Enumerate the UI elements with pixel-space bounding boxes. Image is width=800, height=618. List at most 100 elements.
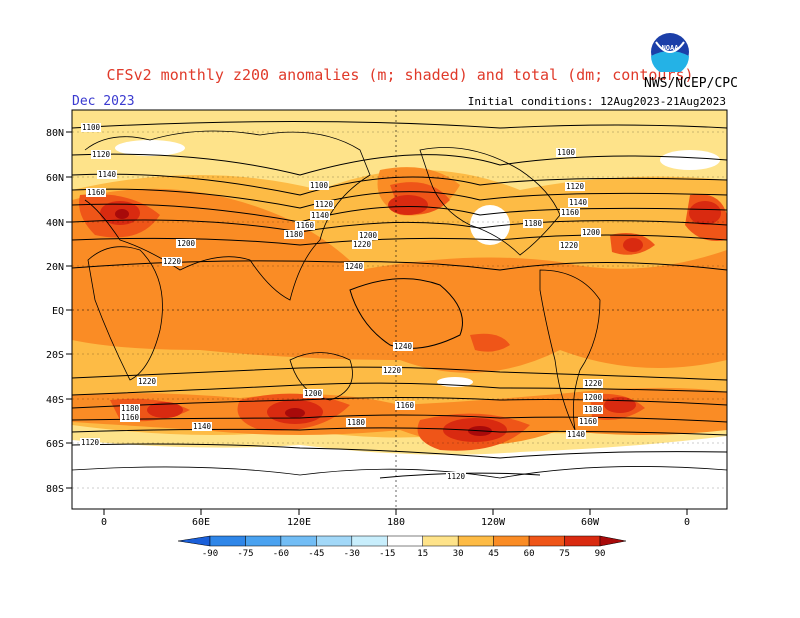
svg-text:1140: 1140 (311, 211, 330, 220)
contour-label: 1180 (583, 405, 603, 414)
svg-text:1120: 1120 (92, 150, 111, 159)
colorbar: -90 -75 -60 -45 -30 -15 15 30 45 60 75 90 (177, 535, 627, 559)
colorbar-swatch (493, 535, 530, 547)
colorbar-tick-label: 75 (559, 549, 570, 559)
svg-text:1140: 1140 (193, 422, 212, 431)
contour-label: 1220 (559, 241, 579, 250)
contour-label: 1160 (86, 188, 106, 197)
svg-text:1160: 1160 (296, 221, 315, 230)
colorbar-tick-label: -30 (344, 549, 360, 559)
contour-label: 1220 (352, 240, 372, 249)
svg-text:1180: 1180 (121, 404, 140, 413)
colorbar-swatch (280, 535, 317, 547)
lon-label: 120W (481, 517, 506, 528)
lat-label: EQ (52, 306, 64, 317)
colorbar-tick-label: -45 (308, 549, 324, 559)
contour-label: 1120 (314, 200, 334, 209)
height-contours (72, 121, 727, 479)
lat-label: 60S (46, 439, 64, 450)
svg-text:1160: 1160 (121, 413, 140, 422)
lat-label: 60N (46, 173, 64, 184)
logo-text: NOAA (662, 44, 680, 52)
contour-label: 1120 (565, 182, 585, 191)
svg-text:1160: 1160 (396, 401, 415, 410)
contour-label: 1120 (446, 472, 466, 481)
contour-label: 1100 (81, 123, 101, 132)
lat-label: 40N (46, 218, 64, 229)
colorbar-tick-label: -90 (202, 549, 218, 559)
contour-label: 1160 (120, 413, 140, 422)
svg-text:1160: 1160 (87, 188, 106, 197)
contour-label: 1220 (382, 366, 402, 375)
svg-text:1200: 1200 (359, 231, 378, 240)
lat-label: 80S (46, 484, 64, 495)
svg-text:1100: 1100 (310, 181, 329, 190)
colorbar-swatch (245, 535, 282, 547)
noaa-logo: NOAA (651, 33, 689, 72)
contour-label: 1140 (568, 198, 588, 207)
colorbar-swatch (564, 535, 601, 547)
colorbar-swatch (351, 535, 388, 547)
lon-label: 60W (581, 517, 600, 528)
svg-text:1160: 1160 (579, 417, 598, 426)
svg-text:1240: 1240 (345, 262, 364, 271)
svg-text:1180: 1180 (584, 405, 603, 414)
contour-label: 1160 (295, 221, 315, 230)
contour-label: 1220 (137, 377, 157, 386)
colorbar-tick-label: 90 (595, 549, 606, 559)
lat-label: 80N (46, 128, 64, 139)
svg-text:1220: 1220 (353, 240, 372, 249)
colorbar-tick-label: -75 (237, 549, 253, 559)
contour-label: 1180 (523, 219, 543, 228)
contour-label: 1200 (581, 228, 601, 237)
axis-ticks (66, 131, 688, 515)
svg-text:1220: 1220 (163, 257, 182, 266)
contour-label: 1120 (91, 150, 111, 159)
lon-label: 0 (684, 517, 690, 528)
contour-label: 1200 (358, 231, 378, 240)
colorbar-swatch (387, 535, 423, 547)
colorbar-swatch (528, 535, 565, 547)
svg-text:1220: 1220 (383, 366, 402, 375)
contour-label: 1100 (556, 148, 576, 157)
longitude-labels: 0 60E 120E 180 120W 60W 0 (101, 517, 690, 528)
contour-label: 1220 (583, 379, 603, 388)
contour-label: 1180 (284, 230, 304, 239)
contour-label: 1140 (192, 422, 212, 431)
contour-label: 1220 (162, 257, 182, 266)
graticule (72, 110, 727, 509)
colorbar-arrow-low (177, 535, 211, 547)
colorbar-tick-label: 45 (488, 549, 499, 559)
contour-label: 1200 (583, 393, 603, 402)
agency-label: NWS/NCEP/CPC (644, 76, 738, 91)
forecast-month: Dec 2023 (72, 94, 135, 109)
lon-label: 0 (101, 517, 107, 528)
contour-label: 1160 (560, 208, 580, 217)
contour-label: 1240 (344, 262, 364, 271)
contour-label: 1180 (120, 404, 140, 413)
lat-label: 20N (46, 262, 64, 273)
svg-text:1240: 1240 (394, 342, 413, 351)
lon-label: 180 (387, 517, 405, 528)
contour-label: 1140 (310, 211, 330, 220)
colorbar-tick-label: 60 (524, 549, 535, 559)
svg-text:1200: 1200 (304, 389, 323, 398)
svg-text:1140: 1140 (567, 430, 586, 439)
contour-label: 1240 (393, 342, 413, 351)
contour-label: 1180 (346, 418, 366, 427)
colorbar-arrow-high (599, 535, 627, 547)
svg-text:1120: 1120 (447, 472, 466, 481)
colorbar-tick-label: -15 (379, 549, 395, 559)
lat-label: 20S (46, 350, 64, 361)
contour-label: 1200 (303, 389, 323, 398)
latitude-labels: 80N 60N 40N 20N EQ 20S 40S 60S 80S (46, 128, 64, 495)
contour-label: 1160 (578, 417, 598, 426)
contour-label: 1120 (80, 438, 100, 447)
contour-label: 1200 (176, 239, 196, 248)
initial-conditions: Initial conditions: 12Aug2023-21Aug2023 (467, 95, 726, 108)
colorbar-tick-label: 30 (453, 549, 464, 559)
shaded-anomalies (72, 110, 727, 509)
lon-label: 60E (192, 517, 210, 528)
coastlines (72, 130, 727, 479)
contour-labels: 1100 1120 1140 1160 1100 1120 1140 1160 … (80, 123, 603, 481)
